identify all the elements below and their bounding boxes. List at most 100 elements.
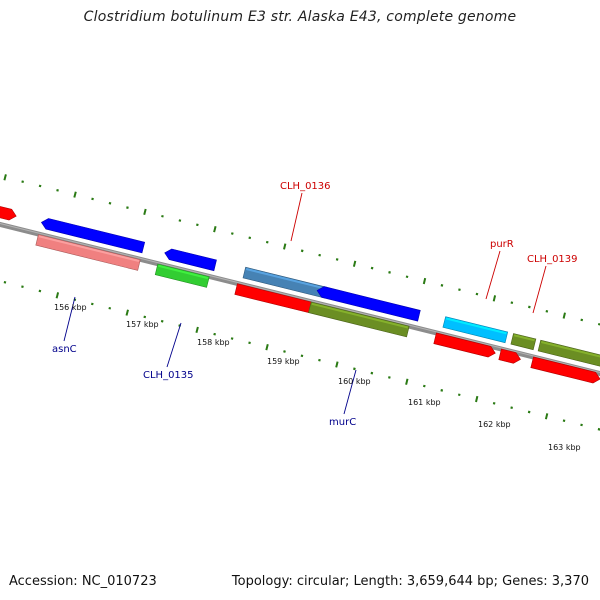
callout-asnc	[63, 296, 76, 342]
gene-feature-highlight	[47, 219, 144, 245]
gene-feature[interactable]	[433, 332, 496, 358]
gene-feature[interactable]	[0, 205, 17, 221]
gene-feature-highlight	[237, 284, 312, 305]
gene-feature[interactable]	[40, 218, 146, 254]
gene-feature-body[interactable]	[154, 263, 210, 288]
gene-feature-body[interactable]	[510, 333, 537, 351]
tick-mark-minor	[597, 427, 600, 431]
gene-feature-highlight	[171, 249, 216, 263]
tick-mark-minor	[388, 271, 391, 274]
gene-feature[interactable]	[530, 356, 600, 384]
gene-feature-highlight	[38, 235, 140, 262]
tick-mark-minor	[597, 322, 600, 326]
gene-feature-highlight	[323, 287, 420, 313]
tick-mark-minor	[56, 188, 59, 192]
kbp-label-160: 160 kbp	[338, 377, 371, 386]
tick-mark-major	[283, 243, 287, 250]
gene-feature-body[interactable]	[442, 316, 509, 344]
gene-feature-highlight	[445, 317, 507, 335]
tick-mark-minor	[21, 285, 24, 288]
tick-mark-minor	[527, 410, 531, 414]
accession-text: Accession: NC_010723	[9, 574, 157, 589]
tick-mark-minor	[440, 284, 444, 287]
tick-mark-minor	[528, 305, 531, 309]
gene-feature-highlight	[311, 302, 409, 329]
tick-mark-major	[544, 413, 549, 420]
kbp-label-163: 163 kbp	[548, 443, 581, 452]
tick-mark-minor	[143, 315, 147, 319]
callout-murc	[343, 369, 357, 415]
gene-feature[interactable]	[498, 348, 521, 364]
gene-label-clh0136[interactable]: CLH_0136	[280, 181, 331, 192]
gene-feature[interactable]	[164, 248, 217, 272]
gene-feature-body[interactable]	[316, 286, 421, 322]
gene-label-clh0139[interactable]: CLH_0139	[527, 254, 578, 265]
tick-mark-minor	[353, 367, 356, 371]
tick-mark-minor	[196, 223, 199, 227]
tick-mark-major	[265, 344, 269, 351]
tick-mark-minor	[230, 232, 234, 235]
tick-mark-minor	[422, 384, 426, 388]
tick-mark-major	[73, 191, 77, 198]
tick-mark-major	[405, 378, 409, 385]
tick-mark-major	[335, 361, 339, 368]
tick-mark-minor	[545, 309, 549, 313]
gene-feature[interactable]	[308, 301, 410, 338]
kbp-label-162: 162 kbp	[478, 420, 511, 429]
tick-mark-minor	[178, 219, 182, 222]
tick-mark-major	[562, 312, 566, 319]
gene-feature[interactable]	[35, 234, 141, 271]
gene-feature[interactable]	[510, 333, 537, 351]
gene-feature-body[interactable]	[498, 348, 521, 364]
tick-mark-minor	[161, 214, 164, 218]
tick-mark-minor	[458, 288, 461, 292]
gene-feature[interactable]	[154, 263, 210, 288]
kbp-label-156: 156 kbp	[54, 303, 87, 312]
tick-mark-minor	[370, 371, 374, 375]
gene-feature-body[interactable]	[537, 339, 600, 368]
gene-label-murc[interactable]: murC	[329, 417, 356, 428]
gene-feature-body[interactable]	[40, 218, 146, 254]
tick-mark-minor	[300, 354, 304, 358]
tick-mark-minor	[300, 249, 304, 253]
tick-mark-minor	[126, 206, 129, 209]
gene-feature-highlight	[541, 341, 600, 358]
tick-mark-minor	[160, 319, 164, 323]
kbp-label-158: 158 kbp	[197, 338, 230, 347]
tick-mark-minor	[492, 402, 496, 405]
gene-feature-body[interactable]	[308, 301, 410, 338]
tick-mark-minor	[90, 302, 94, 306]
tick-mark-major	[213, 226, 217, 233]
tick-mark-minor	[38, 184, 42, 188]
kbp-label-159: 159 kbp	[267, 357, 300, 366]
tick-mark-minor	[405, 275, 409, 279]
gene-label-clh0135[interactable]: CLH_0135	[143, 370, 194, 381]
callout-clh0139	[532, 265, 547, 314]
tick-mark-major	[492, 295, 497, 302]
tick-mark-minor	[388, 376, 391, 379]
tick-mark-major	[475, 395, 479, 403]
gene-feature[interactable]	[537, 339, 600, 368]
tick-mark-minor	[580, 318, 584, 322]
gene-feature-body[interactable]	[530, 356, 600, 384]
tick-mark-minor	[318, 253, 321, 257]
gene-feature-body[interactable]	[35, 234, 141, 271]
tick-mark-minor	[230, 337, 234, 340]
tick-mark-minor	[91, 197, 94, 201]
tick-mark-minor	[248, 341, 251, 345]
gene-label-asnc[interactable]: asnC	[52, 344, 77, 355]
tick-mark-minor	[370, 266, 374, 270]
gene-feature[interactable]	[442, 316, 509, 344]
gene-label-purr[interactable]: purR	[490, 239, 514, 250]
tick-mark-major	[3, 174, 7, 181]
gene-feature[interactable]	[316, 286, 421, 322]
inner-tick-ring	[3, 281, 600, 431]
tick-mark-minor	[283, 350, 286, 353]
tick-mark-minor	[108, 306, 112, 310]
gene-feature-body[interactable]	[0, 205, 17, 221]
gene-feature-body[interactable]	[164, 248, 217, 272]
gene-feature-body[interactable]	[433, 332, 496, 358]
tick-mark-minor	[108, 201, 112, 205]
tick-mark-major	[195, 326, 199, 334]
